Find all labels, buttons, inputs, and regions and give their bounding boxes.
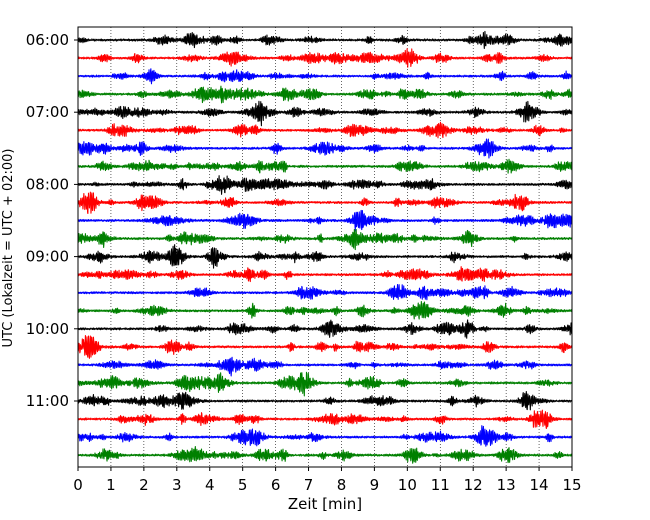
trace-1130: [77, 425, 573, 447]
x-tick-label: 7: [304, 476, 314, 494]
trace-0915: [77, 266, 573, 283]
trace-0900: [77, 244, 573, 269]
x-tick-label: 5: [238, 476, 248, 494]
x-axis: 0 1 2 3 4 5 6 7 8 9 10 11 12 13 14 15: [73, 467, 582, 494]
trace-1030: [77, 356, 573, 377]
trace-0745: [77, 158, 573, 174]
trace-1100: [77, 391, 573, 411]
trace-0645: [77, 85, 573, 104]
x-tick-label: 2: [139, 476, 149, 494]
plot-frame: [77, 26, 573, 468]
trace-0630: [77, 68, 573, 85]
trace-1045: [77, 371, 573, 397]
trace-1000: [77, 319, 573, 339]
x-tick-label: 11: [431, 476, 450, 494]
y-tick-label: 08:00: [26, 175, 69, 193]
y-tick-label: 09:00: [26, 248, 69, 266]
trace-0800: [77, 175, 573, 195]
trace-0930: [77, 283, 573, 301]
trace-0830: [77, 209, 573, 232]
x-tick-label: 3: [172, 476, 182, 494]
trace-0700: [77, 100, 573, 127]
y-tick-label: 11:00: [26, 392, 69, 410]
trace-0615: [77, 48, 573, 68]
x-tick-label: 1: [106, 476, 116, 494]
y-axis: 06:00 07:00 08:00 09:00 10:00 11:00: [26, 31, 78, 410]
trace-0600: [77, 30, 573, 49]
plot-background: [78, 27, 572, 467]
y-tick-label: 10:00: [26, 320, 69, 338]
trace-0815: [77, 191, 573, 214]
y-tick-label: 07:00: [26, 103, 69, 121]
x-tick-label: 8: [337, 476, 347, 494]
trace-0715: [77, 121, 573, 139]
y-tick-label: 06:00: [26, 31, 69, 49]
trace-1015: [77, 335, 573, 359]
x-tick-label: 14: [530, 476, 549, 494]
trace-0845: [77, 229, 573, 251]
x-axis-label: Zeit [min]: [288, 495, 362, 513]
trace-1115: [77, 409, 573, 430]
seismic-traces: [77, 30, 573, 464]
x-tick-label: 13: [497, 476, 516, 494]
x-tick-label: 10: [398, 476, 417, 494]
trace-0730: [77, 138, 573, 159]
x-tick-label: 6: [271, 476, 281, 494]
trace-1145: [77, 445, 573, 464]
trace-0945: [77, 300, 573, 320]
x-tick-label: 9: [370, 476, 380, 494]
y-axis-label: UTC (Lokalzeit = UTC + 02:00): [1, 149, 16, 348]
x-tick-label: 0: [73, 476, 83, 494]
x-tick-label: 15: [562, 476, 581, 494]
x-tick-label: 4: [205, 476, 215, 494]
x-tick-label: 12: [464, 476, 483, 494]
